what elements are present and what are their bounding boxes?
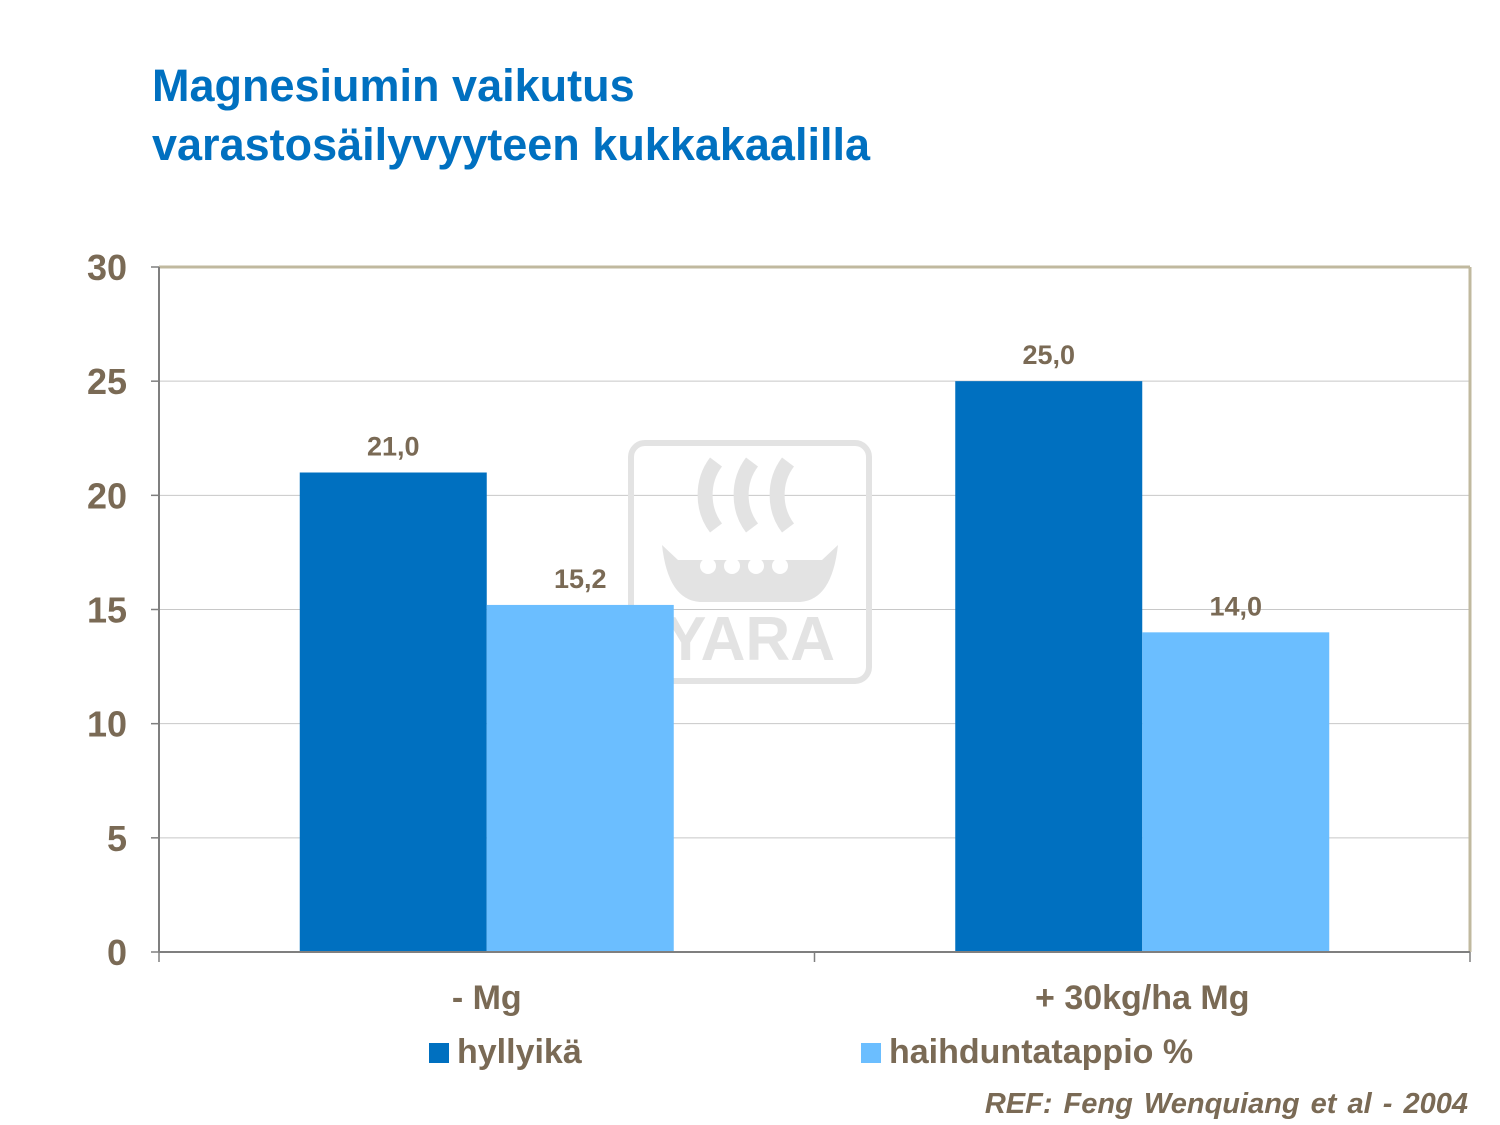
y-tick-label: 10: [87, 704, 127, 745]
legend-label: hyllyikä: [457, 1033, 582, 1071]
data-label: 15,2: [554, 564, 607, 594]
y-tick-label: 15: [87, 590, 127, 631]
watermark-text: YARA: [665, 605, 835, 674]
reference-citation: REF: Feng Wenquiang et al - 2004: [984, 1088, 1468, 1120]
axes: [151, 265, 1472, 962]
y-tick-label: 20: [87, 475, 127, 516]
x-category-label: - Mg: [452, 979, 522, 1017]
bars: [299, 381, 1330, 953]
legend-swatch-light: [861, 1042, 881, 1063]
legend-label: haihduntatappio %: [889, 1033, 1194, 1071]
data-label: 21,0: [367, 432, 420, 462]
y-tick-label: 5: [107, 818, 127, 859]
data-label: 25,0: [1022, 340, 1075, 370]
bar: [955, 381, 1143, 953]
y-tick-label: 30: [87, 247, 127, 288]
yara-watermark-logo: YARA: [628, 440, 872, 684]
bar-chart: YARA 0 5 10 15 20 25 30 21,0 15,2 - Mg 25,0 14,0 + 3…: [87, 247, 1472, 1017]
labels: 0 5 10 15 20 25 30 21,0 15,2 - Mg 25,0 14,0 + 30kg/h…: [87, 247, 1262, 1017]
title-line-2: varastosäilyvyyteen kukkakaalilla: [152, 119, 871, 170]
data-label: 14,0: [1209, 591, 1262, 621]
bar: [486, 604, 674, 952]
legend-item-hyllyika: hyllyikä: [429, 1033, 582, 1072]
slide-title: Magnesiumin vaikutus varastosäilyvyyteen…: [152, 56, 870, 174]
y-tick-label: 0: [107, 932, 127, 973]
bar: [1142, 632, 1330, 952]
bar: [299, 472, 487, 952]
legend-swatch-dark: [429, 1042, 449, 1063]
y-tick-label: 25: [87, 361, 127, 402]
title-line-1: Magnesiumin vaikutus: [152, 60, 635, 111]
legend: hyllyikä haihduntatappio %: [0, 1033, 1500, 1073]
x-category-label: + 30kg/ha Mg: [1035, 979, 1249, 1017]
legend-item-haihduntatappio: haihduntatappio %: [861, 1033, 1193, 1072]
